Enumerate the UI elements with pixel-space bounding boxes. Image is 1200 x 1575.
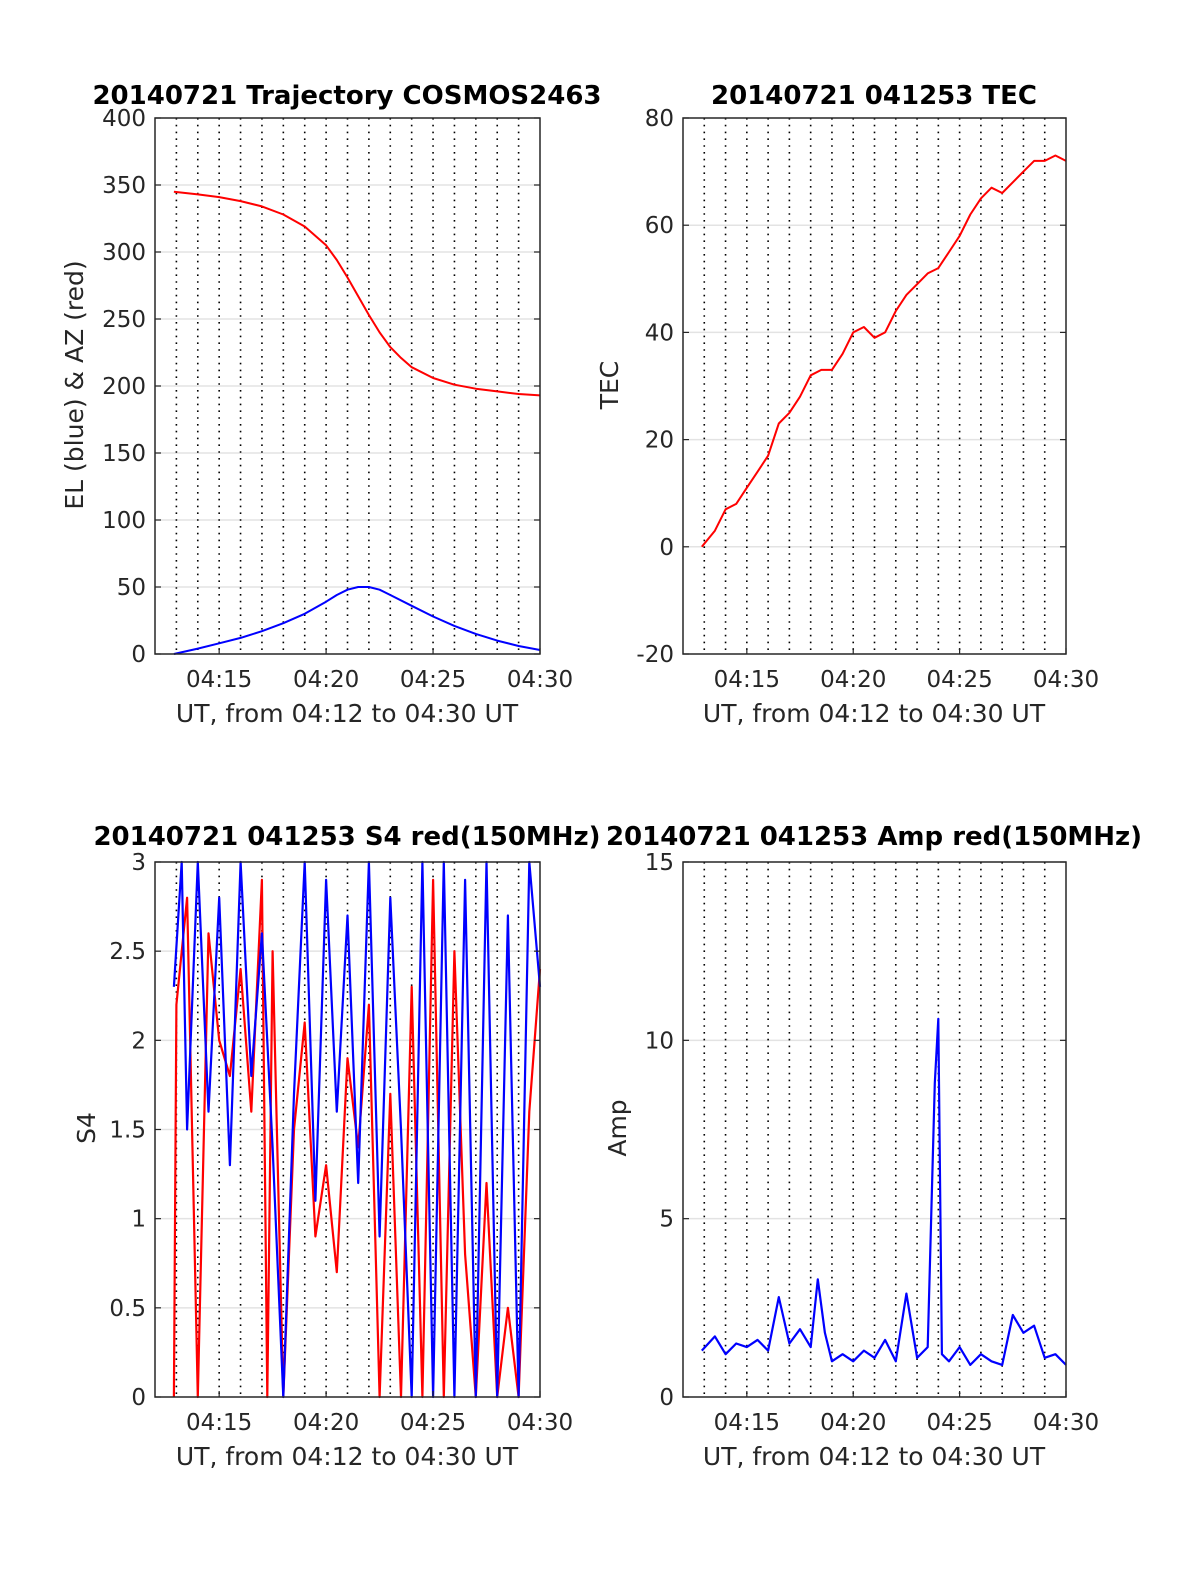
x-axis-label-trajectory: UT, from 04:12 to 04:30 UT bbox=[176, 699, 519, 728]
x-tick-label: 04:30 bbox=[1033, 667, 1099, 693]
y-axis-label-s4: S4 bbox=[72, 1112, 101, 1144]
y-tick-label: 0 bbox=[659, 1385, 674, 1411]
y-tick-label: 150 bbox=[102, 441, 146, 467]
xgrid-tec bbox=[703, 118, 1046, 654]
x-axis-label-s4: UT, from 04:12 to 04:30 UT bbox=[176, 1442, 519, 1471]
x-tick-label: 04:25 bbox=[400, 667, 466, 693]
x-tick-label: 04:30 bbox=[507, 1410, 573, 1436]
x-tick-label: 04:15 bbox=[714, 667, 780, 693]
x-tick-label: 04:20 bbox=[293, 667, 359, 693]
series-amp bbox=[700, 1017, 1067, 1367]
x-tick-label: 04:25 bbox=[926, 1410, 992, 1436]
y-axis-label-tec: TEC bbox=[595, 361, 624, 411]
chart-tec: -20 0 20 40 60 80 04:15 04:20 04:25 04:30 2014072… bbox=[595, 81, 1099, 728]
y-tick-label: 2 bbox=[131, 1028, 146, 1054]
chart-title-tec: 20140721 041253 TEC bbox=[711, 81, 1037, 111]
y-axis-label-trajectory: EL (blue) & AZ (red) bbox=[60, 260, 89, 509]
y-tick-label: 0 bbox=[659, 535, 674, 561]
x-axis-label-tec: UT, from 04:12 to 04:30 UT bbox=[703, 699, 1046, 728]
x-tick-label: 04:20 bbox=[820, 1410, 886, 1436]
y-tick-label: 2.5 bbox=[109, 939, 146, 965]
chart-trajectory: 0 50 100 150 200 250 300 350 400 04:15 04:20 04:25 0… bbox=[60, 81, 602, 728]
chart-s4: 0 0.5 1 1.5 2 2.5 3 04:15 04:20 04:25 04:30 201407… bbox=[72, 822, 601, 1471]
ticks-tec: -20 0 20 40 60 80 04:15 04:20 04:25 04:30 bbox=[636, 106, 1099, 693]
y-tick-label: 5 bbox=[659, 1207, 674, 1233]
x-tick-label: 04:25 bbox=[400, 1410, 466, 1436]
y-tick-label: 40 bbox=[645, 320, 674, 346]
axes-frame-amp bbox=[682, 861, 1067, 1398]
xgrid-amp bbox=[703, 862, 1046, 1397]
series-trajectory bbox=[173, 190, 541, 655]
x-tick-label: 04:15 bbox=[714, 1410, 780, 1436]
series-tec bbox=[701, 154, 1067, 548]
chart-title-amp: 20140721 041253 Amp red(150MHz) bbox=[606, 822, 1142, 852]
x-tick-label: 04:15 bbox=[186, 1410, 252, 1436]
series-line-el bbox=[173, 586, 541, 655]
y-tick-label: 250 bbox=[102, 307, 146, 333]
series-line-s1 bbox=[172, 860, 542, 1399]
x-tick-label: 04:20 bbox=[293, 1410, 359, 1436]
chart-title-trajectory: 20140721 Trajectory COSMOS2463 bbox=[92, 81, 601, 111]
y-tick-label: 1.5 bbox=[109, 1118, 146, 1144]
axes-frame-tec bbox=[682, 117, 1067, 655]
chart-amp: 0 5 10 15 04:15 04:20 04:25 04:30 20140721 0412… bbox=[603, 822, 1142, 1471]
x-tick-label: 04:30 bbox=[507, 667, 573, 693]
ticks-trajectory: 0 50 100 150 200 250 300 350 400 04:15 04:20 04:25 0… bbox=[102, 106, 573, 693]
y-tick-label: 15 bbox=[645, 850, 674, 876]
ticks-amp: 0 5 10 15 04:15 04:20 04:25 04:30 bbox=[645, 850, 1099, 1436]
y-tick-label: 0 bbox=[131, 642, 146, 668]
y-tick-label: 200 bbox=[102, 374, 146, 400]
y-tick-label: 1 bbox=[131, 1207, 146, 1233]
y-axis-label-amp: Amp bbox=[603, 1099, 632, 1156]
x-axis-label-amp: UT, from 04:12 to 04:30 UT bbox=[703, 1442, 1046, 1471]
series-line-s0 bbox=[700, 1017, 1067, 1367]
y-tick-label: 0 bbox=[131, 1385, 146, 1411]
y-tick-label: 0.5 bbox=[109, 1296, 146, 1322]
y-tick-label: 20 bbox=[645, 428, 674, 454]
ticks-s4: 0 0.5 1 1.5 2 2.5 3 04:15 04:20 04:25 04:30 bbox=[109, 850, 573, 1436]
y-tick-label: 50 bbox=[117, 575, 146, 601]
y-tick-label: 10 bbox=[645, 1028, 674, 1054]
y-tick-label: 350 bbox=[102, 173, 146, 199]
y-tick-label: 80 bbox=[645, 106, 674, 132]
y-tick-label: 300 bbox=[102, 240, 146, 266]
y-tick-label: 400 bbox=[102, 106, 146, 132]
chart-title-s4: 20140721 041253 S4 red(150MHz) bbox=[93, 822, 600, 852]
series-line-az bbox=[173, 190, 541, 397]
x-tick-label: 04:25 bbox=[926, 667, 992, 693]
y-tick-label: 3 bbox=[131, 850, 146, 876]
x-tick-label: 04:30 bbox=[1033, 1410, 1099, 1436]
series-line-s0 bbox=[701, 154, 1067, 548]
x-tick-label: 04:20 bbox=[820, 667, 886, 693]
y-tick-label: 60 bbox=[645, 213, 674, 239]
x-tick-label: 04:15 bbox=[186, 667, 252, 693]
y-tick-label: -20 bbox=[636, 642, 674, 668]
y-tick-label: 100 bbox=[102, 508, 146, 534]
